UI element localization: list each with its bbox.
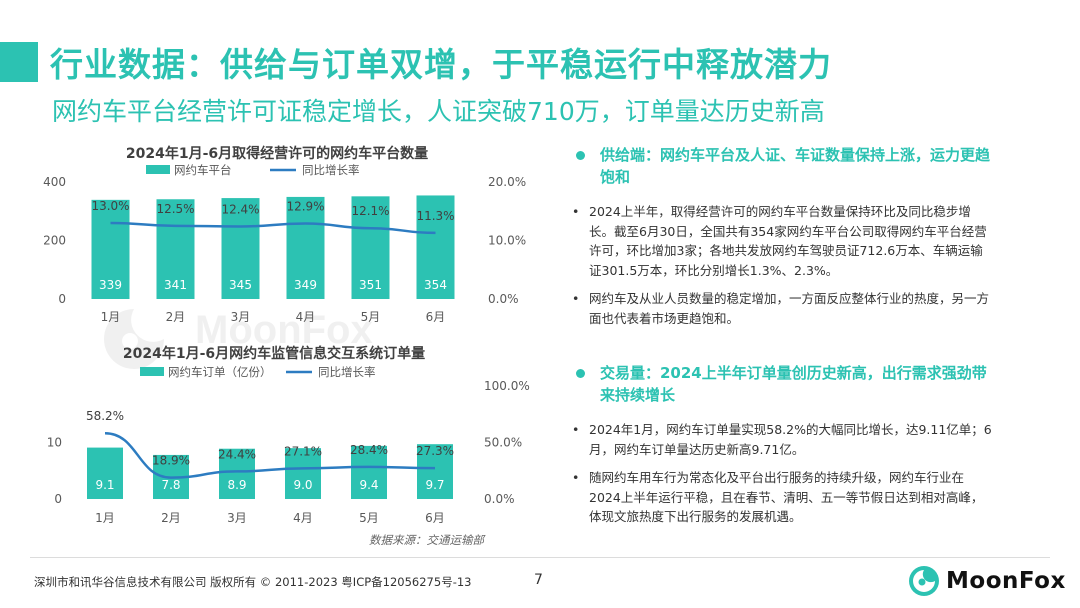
bullet-list: 2024年1月，网约车订单量实现58.2%的大幅同比增长，达9.11亿单；6月，…: [572, 420, 992, 527]
x-tick-label: 3月: [231, 310, 251, 324]
line-value-label: 58.2%: [86, 409, 124, 423]
line-value-label: 24.4%: [218, 447, 256, 461]
bar: [219, 448, 255, 499]
bar: [156, 199, 195, 299]
section-volume: 交易量：2024上半年订单量创历史新高，出行需求强劲带来持续增长 2024年1月…: [572, 362, 992, 527]
section-heading-text: 供给端：网约车平台及人证、车证数量保持上涨，运力更趋饱和: [600, 146, 991, 186]
watermark-text: MoonFox: [195, 308, 373, 352]
y2-tick-label: 20.0%: [488, 175, 526, 189]
line-value-label: 12.4%: [221, 202, 259, 216]
series-line: [110, 221, 436, 235]
bar-value-label: 354: [424, 278, 447, 292]
section-heading: 供给端：网约车平台及人证、车证数量保持上涨，运力更趋饱和: [572, 144, 992, 188]
x-tick-label: 5月: [359, 511, 379, 525]
x-tick-label: 2月: [166, 310, 186, 324]
bar-value-label: 7.8: [161, 478, 180, 492]
legend-label: 同比增长率: [302, 163, 360, 177]
legend-bar-swatch: [140, 367, 164, 376]
legend-label: 网约车订单（亿份）: [168, 365, 272, 379]
footer-copyright: 深圳市和讯华谷信息技术有限公司 版权所有 © 2011-2023 粤ICP备12…: [34, 575, 472, 589]
line-value-label: 18.9%: [152, 454, 190, 468]
y-tick-label: 200: [43, 234, 66, 248]
footer-divider: [30, 557, 1050, 558]
x-tick-label: 4月: [293, 511, 313, 525]
y2-tick-label: 0.0%: [484, 492, 515, 506]
bar-value-label: 349: [294, 278, 317, 292]
legend-bar-swatch: [146, 165, 170, 174]
x-tick-label: 5月: [361, 310, 381, 324]
moonfox-logo-icon: [909, 566, 939, 596]
right-panel: 供给端：网约车平台及人证、车证数量保持上涨，运力更趋饱和 2024上半年，取得经…: [572, 144, 992, 536]
x-tick-label: 3月: [227, 511, 247, 525]
line-value-label: 27.3%: [416, 444, 454, 458]
legend-label: 同比增长率: [318, 365, 376, 379]
y-tick-label: 10: [47, 436, 62, 450]
x-tick-label: 6月: [425, 511, 445, 525]
bar-value-label: 341: [164, 278, 187, 292]
bar: [351, 196, 390, 299]
page-subtitle: 网约车平台经营许可证稳定增长，人证突破710万，订单量达历史新高: [52, 97, 825, 126]
bar-value-label: 9.7: [425, 478, 444, 492]
bar-value-label: 351: [359, 278, 382, 292]
y2-tick-label: 0.0%: [488, 292, 519, 306]
x-tick-label: 4月: [296, 310, 316, 324]
bar-value-label: 9.4: [359, 478, 378, 492]
section-supply: 供给端：网约车平台及人证、车证数量保持上涨，运力更趋饱和 2024上半年，取得经…: [572, 144, 992, 328]
y2-tick-label: 100.0%: [484, 379, 530, 393]
bar-value-label: 339: [99, 278, 122, 292]
y-tick-label: 0: [58, 292, 66, 306]
bar: [91, 199, 130, 299]
y-tick-label: 0: [54, 492, 62, 506]
source-note: 数据来源：交通运输部: [369, 533, 484, 547]
x-tick-label: 1月: [95, 511, 115, 525]
x-tick-label: 2月: [161, 511, 181, 525]
bar-value-label: 9.1: [95, 478, 114, 492]
bullet-dot-icon: [576, 369, 585, 378]
bar: [416, 195, 455, 299]
line-value-label: 12.5%: [156, 202, 194, 216]
chart-title: 2024年1月-6月网约车监管信息交互系统订单量: [123, 345, 425, 362]
bullet-list: 2024上半年，取得经营许可的网约车平台数量保持环比及同比稳步增长。截至6月30…: [572, 202, 992, 328]
y2-tick-label: 50.0%: [484, 436, 522, 450]
y-tick-label: 400: [43, 175, 66, 189]
bar-value-label: 8.9: [227, 478, 246, 492]
line-value-label: 11.3%: [416, 209, 454, 223]
bar: [285, 448, 321, 499]
logo-text: MoonFox: [946, 568, 1066, 594]
line-value-label: 13.0%: [91, 199, 129, 213]
bullet-item: 2024上半年，取得经营许可的网约车平台数量保持环比及同比稳步增长。截至6月30…: [572, 202, 992, 280]
page-number: 7: [534, 572, 543, 588]
x-tick-label: 1月: [101, 310, 121, 324]
bullet-dot-icon: [576, 151, 585, 160]
title-accent-bar: [0, 42, 38, 82]
page-title: 行业数据：供给与订单双增，于平稳运行中释放潜力: [50, 45, 832, 84]
bullet-item: 随网约车用车行为常态化及平台出行服务的持续升级，网约车行业在2024上半年运行平…: [572, 468, 992, 527]
bar: [417, 444, 453, 499]
watermark-logo-icon: [104, 309, 164, 369]
bar-value-label: 9.0: [293, 478, 312, 492]
bullet-item: 2024年1月，网约车订单量实现58.2%的大幅同比增长，达9.11亿单；6月，…: [572, 420, 992, 459]
series-line: [104, 431, 436, 479]
bullet-item: 网约车及从业人员数量的稳定增加，一方面反应整体行业的热度，另一方面也代表着市场更…: [572, 289, 992, 328]
line-value-label: 28.4%: [350, 443, 388, 457]
y2-tick-label: 10.0%: [488, 234, 526, 248]
section-heading-text: 交易量：2024上半年订单量创历史新高，出行需求强劲带来持续增长: [600, 364, 987, 404]
bar: [351, 445, 387, 499]
line-value-label: 27.1%: [284, 444, 322, 458]
bar-value-label: 345: [229, 278, 252, 292]
legend-label: 网约车平台: [174, 163, 232, 177]
moonfox-logo: MoonFox: [908, 565, 1066, 597]
bar: [286, 196, 325, 299]
line-value-label: 12.9%: [286, 200, 324, 214]
bar: [87, 447, 123, 499]
chart-title: 2024年1月-6月取得经营许可的网约车平台数量: [126, 145, 428, 162]
section-heading: 交易量：2024上半年订单量创历史新高，出行需求强劲带来持续增长: [572, 362, 992, 406]
line-value-label: 12.1%: [351, 204, 389, 218]
x-tick-label: 6月: [426, 310, 446, 324]
charts-area: MoonFox 2024年1月-6月取得经营许可的网约车平台数量网约车平台同比增…: [43, 145, 530, 525]
bar: [221, 198, 260, 299]
